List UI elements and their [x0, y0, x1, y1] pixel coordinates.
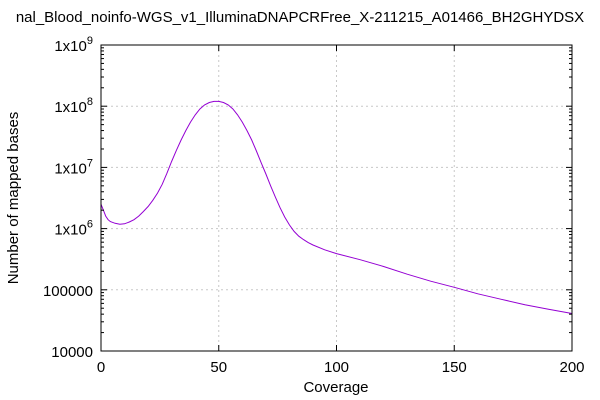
- coverage-series-line: [100, 100, 573, 314]
- x-tick-label: 100: [324, 359, 349, 376]
- y-tick-label: 1x107: [54, 157, 93, 177]
- x-tick-label: 150: [442, 359, 467, 376]
- y-tick-label: 1x106: [54, 219, 93, 239]
- y-tick-label: 1x108: [54, 96, 93, 116]
- y-axis-ticks: 10000 100000 1x106 1x107 1x108 1x109: [43, 35, 572, 361]
- y-tick-label: 100000: [43, 283, 93, 300]
- y-axis-label: Number of mapped bases: [5, 112, 22, 285]
- grid: [101, 45, 572, 351]
- x-axis-label: Coverage: [303, 379, 368, 396]
- chart-title: nal_Blood_noinfo-WGS_v1_IlluminaDNAPCRFr…: [16, 9, 584, 26]
- x-axis-ticks: 0 50 100 150 200: [97, 45, 585, 376]
- plot-area: [100, 100, 573, 314]
- y-tick-label: 10000: [51, 344, 93, 361]
- x-tick-label: 200: [559, 359, 584, 376]
- x-tick-label: 50: [210, 359, 227, 376]
- x-tick-label: 0: [97, 359, 105, 376]
- y-tick-label: 1x109: [54, 35, 93, 55]
